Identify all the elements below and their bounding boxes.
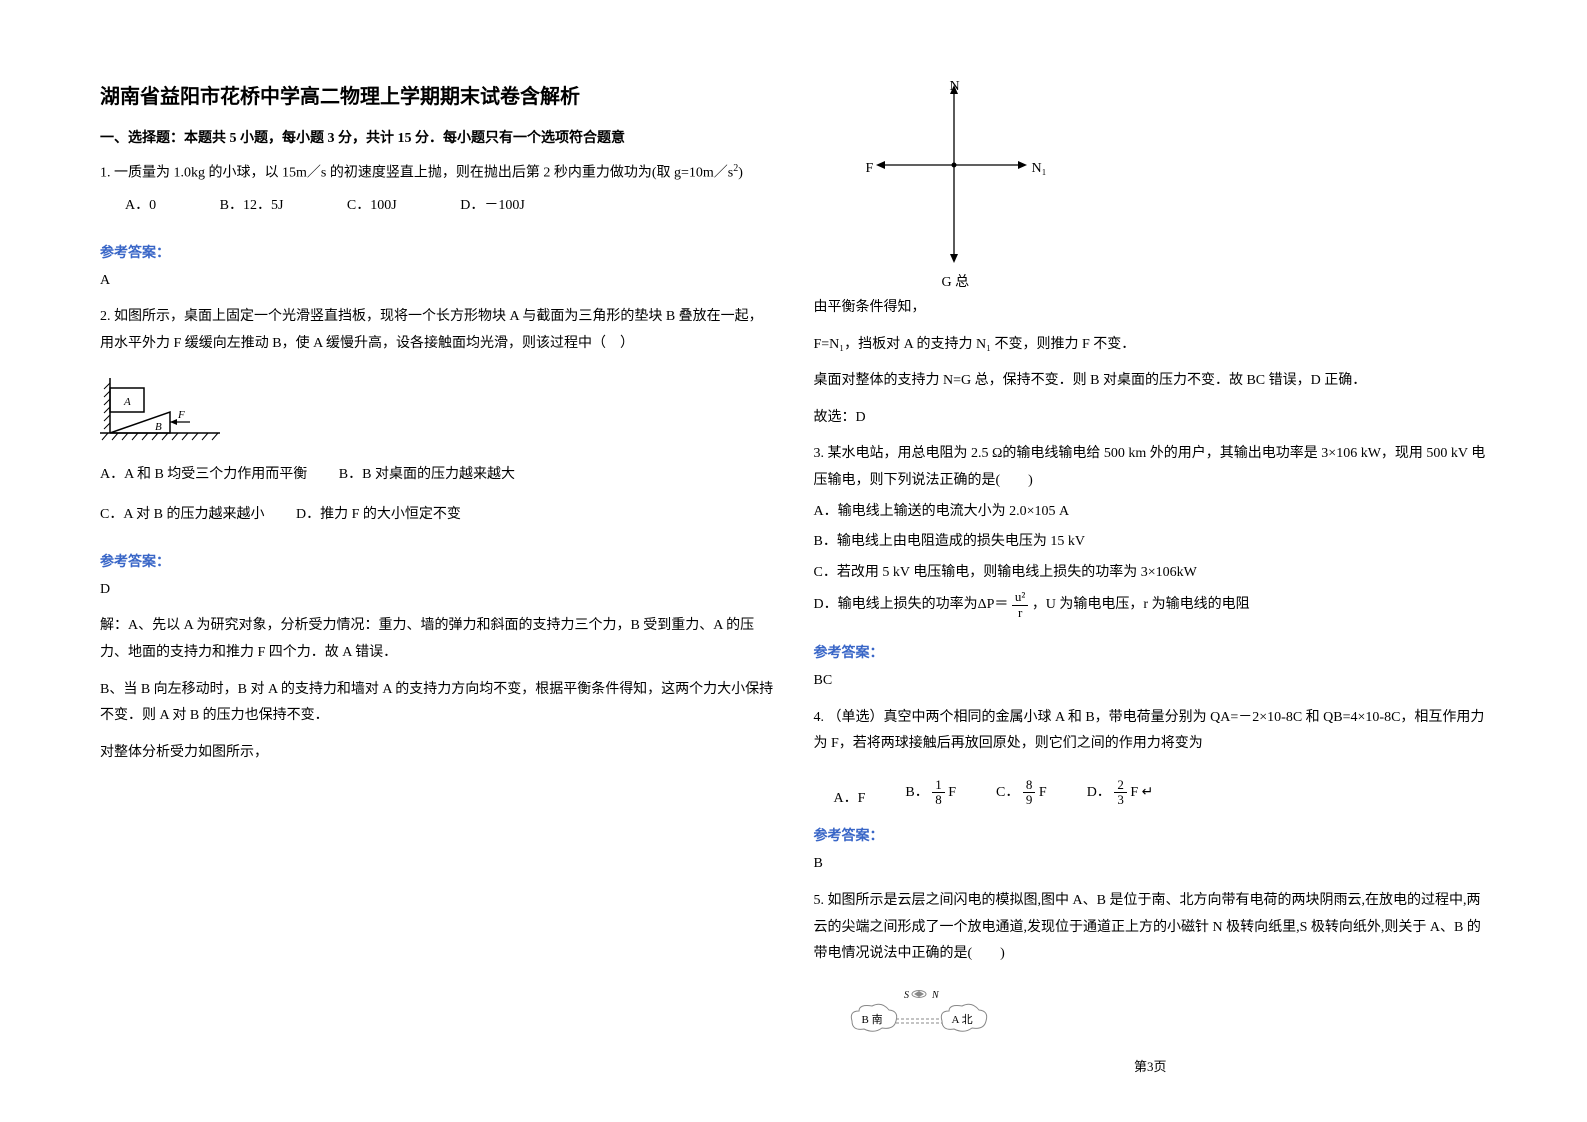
q3-frac: u² r: [1012, 590, 1028, 620]
q4-text: 4. （单选）真空中两个相同的金属小球 A 和 B，带电荷量分别为 QA=－2×…: [814, 705, 1488, 758]
q5-figure: S N B 南 A 北: [844, 986, 1488, 1046]
force-g: G 总: [942, 271, 970, 291]
q3-answer-label: 参考答案：: [814, 642, 1488, 662]
q5-text: 5. 如图所示是云层之间闪电的模拟图,图中 A、B 是位于南、北方向带有电荷的两…: [814, 888, 1488, 968]
q2-text: 2. 如图所示，桌面上固定一个光滑竖直挡板，现将一个长方形物块 A 与截面为三角…: [100, 309, 763, 351]
page-number: 第3页: [814, 1056, 1488, 1075]
wedge-block-icon: A B F: [100, 378, 230, 448]
svg-text:S: S: [904, 990, 909, 1001]
q4-options: A．F B． 18 F C． 89 F D． 23 F ↵: [834, 778, 1488, 808]
force-n1: N₁: [1032, 161, 1047, 177]
force-diagram: N F N₁ G 总: [864, 80, 1488, 285]
q2-optD: D．推力 F 的大小恒定不变: [296, 507, 461, 522]
force-n: N: [950, 79, 960, 95]
section-1-title: 一、选择题：本题共 5 小题，每小题 3 分，共计 15 分．每小题只有一个选项…: [100, 127, 774, 147]
q3-optD: D．输电线上损失的功率为ΔP＝ u² r ，U 为输电电压，r 为输电线的电阻: [814, 590, 1488, 620]
c2-l1: 由平衡条件得知，: [814, 295, 1488, 322]
q3-text: 3. 某水电站，用总电阻为 2.5 Ω的输电线输电给 500 km 外的用户，其…: [814, 441, 1488, 494]
question-4: 4. （单选）真空中两个相同的金属小球 A 和 B，带电荷量分别为 QA=－2×…: [814, 705, 1488, 758]
right-column: N F N₁ G 总 由平衡条件得知， F=N₁，挡板对 A 的支持力 N₁ 不…: [814, 80, 1488, 1102]
q1-options: A．0 B．12．5J C．100J D．－100J: [125, 193, 774, 220]
q2-sol-2: B、当 B 向左移动时，B 对 A 的支持力和墙对 A 的支持力方向均不变，根据…: [100, 677, 774, 730]
cloud-a-label: A 北: [952, 1011, 973, 1027]
q2-options: A．A 和 B 均受三个力作用而平衡 B．B 对桌面的压力越来越大 C．A 对 …: [100, 458, 774, 529]
c2-l2: F=N₁，挡板对 A 的支持力 N₁ 不变，则推力 F 不变．: [814, 332, 1488, 359]
q2-figure: A B F: [100, 378, 774, 448]
q4-optD: D． 23 F ↵: [1087, 778, 1154, 808]
q1-optD: D．－100J: [460, 198, 525, 213]
q1-tail: ): [738, 166, 743, 181]
q4-optB: B． 18 F: [905, 778, 956, 808]
question-2: 2. 如图所示，桌面上固定一个光滑竖直挡板，现将一个长方形物块 A 与截面为三角…: [100, 304, 774, 357]
q1-answer: A: [100, 268, 774, 295]
q3-optD-post: ，U 为输电电压，r 为输电线的电阻: [1032, 597, 1250, 612]
q3-optA: A．输电线上输送的电流大小为 2.0×105 A: [814, 499, 1488, 526]
q4-answer: B: [814, 851, 1488, 878]
svg-text:B: B: [155, 421, 162, 433]
q3-optC: C．若改用 5 kV 电压输电，则输电线上损失的功率为 3×106kW: [814, 560, 1488, 587]
q1-optA: A．0: [125, 198, 156, 213]
q2-sol-1: 解：A、先以 A 为研究对象，分析受力情况：重力、墙的弹力和斜面的支持力三个力，…: [100, 613, 774, 666]
q2-optB: B．B 对桌面的压力越来越大: [339, 467, 515, 482]
cloud-b-label: B 南: [862, 1011, 883, 1027]
q2-optC: C．A 对 B 的压力越来越小: [100, 507, 265, 522]
question-5: 5. 如图所示是云层之间闪电的模拟图,图中 A、B 是位于南、北方向带有电荷的两…: [814, 888, 1488, 968]
force-f: F: [866, 161, 874, 177]
q3-optB: B．输电线上由电阻造成的损失电压为 15 kV: [814, 529, 1488, 556]
q3-optD-pre: D．输电线上损失的功率为ΔP＝: [814, 597, 1009, 612]
q4-optA: A．F: [834, 787, 866, 807]
q1-answer-label: 参考答案：: [100, 242, 774, 262]
svg-text:N: N: [931, 990, 940, 1001]
q2-answer: D: [100, 577, 774, 604]
svg-text:A: A: [123, 396, 131, 408]
q4-optC: C． 89 F: [996, 778, 1047, 808]
q4-answer-label: 参考答案：: [814, 825, 1488, 845]
q2-answer-label: 参考答案：: [100, 551, 774, 571]
q1-text: 1. 一质量为 1.0kg 的小球，以 15m／s 的初速度竖直上抛，则在抛出后…: [100, 166, 733, 181]
svg-text:F: F: [177, 409, 185, 421]
q2-sol-3: 对整体分析受力如图所示，: [100, 740, 774, 767]
question-1: 1. 一质量为 1.0kg 的小球，以 15m／s 的初速度竖直上抛，则在抛出后…: [100, 159, 774, 220]
page-title: 湖南省益阳市花桥中学高二物理上学期期末试卷含解析: [100, 80, 774, 109]
c2-l4: 故选：D: [814, 405, 1488, 432]
left-column: 湖南省益阳市花桥中学高二物理上学期期末试卷含解析 一、选择题：本题共 5 小题，…: [100, 80, 774, 1102]
q3-frac-den: r: [1015, 606, 1025, 620]
q2-optA: A．A 和 B 均受三个力作用而平衡: [100, 467, 307, 482]
question-3: 3. 某水电站，用总电阻为 2.5 Ω的输电线输电给 500 km 外的用户，其…: [814, 441, 1488, 620]
c2-l3: 桌面对整体的支持力 N=G 总，保持不变．则 B 对桌面的压力不变．故 BC 错…: [814, 368, 1488, 395]
force-diagram-icon: [864, 80, 1084, 280]
q1-optB: B．12．5J: [220, 198, 284, 213]
q1-optC: C．100J: [347, 198, 397, 213]
q3-frac-num: u²: [1012, 590, 1028, 605]
q3-answer: BC: [814, 668, 1488, 695]
